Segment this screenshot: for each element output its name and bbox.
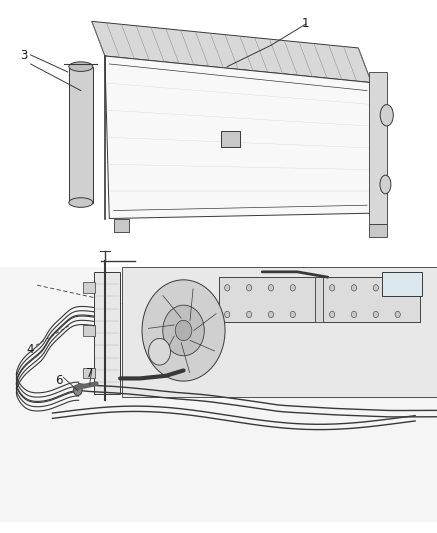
Circle shape — [225, 311, 230, 318]
Circle shape — [142, 280, 225, 381]
Circle shape — [395, 285, 400, 291]
Circle shape — [373, 311, 378, 318]
Bar — [83, 282, 95, 293]
Polygon shape — [122, 266, 437, 397]
Text: 7: 7 — [86, 367, 94, 379]
Circle shape — [329, 311, 335, 318]
Bar — [83, 368, 95, 378]
Polygon shape — [382, 272, 422, 296]
Circle shape — [351, 285, 357, 291]
Circle shape — [290, 311, 295, 318]
Bar — [69, 67, 93, 203]
Bar — [369, 224, 387, 237]
Bar — [323, 277, 420, 322]
Circle shape — [246, 311, 252, 318]
Circle shape — [351, 311, 357, 318]
Bar — [369, 72, 387, 224]
Circle shape — [163, 305, 204, 356]
Text: 3: 3 — [21, 50, 28, 62]
Ellipse shape — [69, 198, 93, 207]
Text: 6: 6 — [55, 374, 63, 386]
Polygon shape — [0, 266, 437, 522]
Polygon shape — [218, 277, 420, 322]
Circle shape — [268, 311, 274, 318]
Text: 4: 4 — [26, 343, 34, 356]
Circle shape — [395, 311, 400, 318]
Bar — [218, 277, 315, 322]
Circle shape — [149, 338, 170, 365]
Circle shape — [175, 320, 192, 341]
Circle shape — [268, 285, 274, 291]
Circle shape — [246, 285, 252, 291]
Bar — [83, 325, 95, 336]
Bar — [221, 131, 240, 147]
Circle shape — [290, 285, 295, 291]
Circle shape — [373, 285, 378, 291]
Ellipse shape — [380, 175, 391, 194]
Ellipse shape — [69, 62, 93, 71]
Ellipse shape — [380, 104, 393, 126]
Circle shape — [329, 285, 335, 291]
Circle shape — [73, 385, 82, 395]
Bar — [94, 272, 120, 394]
Bar — [114, 219, 129, 232]
Polygon shape — [105, 56, 371, 219]
Circle shape — [225, 285, 230, 291]
Polygon shape — [92, 21, 371, 83]
Text: 1: 1 — [302, 18, 310, 30]
